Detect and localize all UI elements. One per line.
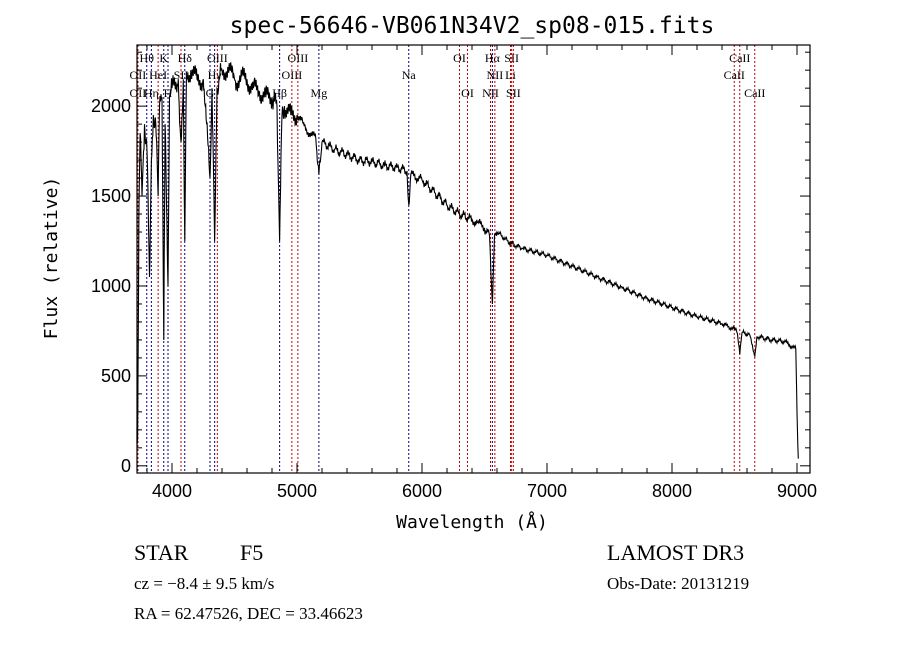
y-tick-label: 2000 bbox=[91, 96, 131, 116]
line-marker-label: OIII bbox=[207, 51, 228, 65]
plot-frame bbox=[136, 44, 811, 474]
redshift: cz = −8.4 ± 9.5 km/s bbox=[134, 574, 274, 593]
line-marker-label: NII bbox=[482, 86, 499, 100]
line-markers: OIIOIIHθHηHeIKHSIIHδGHγOIIIHβOIIIOIIIMgN… bbox=[130, 45, 765, 473]
survey-name: LAMOST DR3 bbox=[607, 540, 744, 565]
series-group bbox=[136, 62, 799, 459]
line-marker-label: OI bbox=[461, 86, 474, 100]
spectrum-line bbox=[136, 62, 799, 459]
x-axis-label: Wavelength (Å) bbox=[396, 511, 548, 533]
x-tick-label: 8000 bbox=[652, 481, 692, 501]
y-tick-label: 0 bbox=[121, 456, 131, 476]
x-tick-label: 5000 bbox=[277, 481, 317, 501]
line-marker-label: OIII bbox=[282, 68, 303, 82]
line-marker-label: H bbox=[164, 86, 173, 100]
line-marker-label: CaII bbox=[724, 68, 745, 82]
line-marker-label: OI bbox=[453, 51, 466, 65]
line-marker-label: K bbox=[159, 51, 168, 65]
line-marker-label: CaII bbox=[729, 51, 750, 65]
line-marker-label: Hα bbox=[485, 51, 501, 65]
line-marker-label: OIII bbox=[288, 51, 309, 65]
subclass: F5 bbox=[240, 540, 263, 565]
y-tick-label: 1000 bbox=[91, 276, 131, 296]
x-tick-label: 4000 bbox=[152, 481, 192, 501]
chart-title: spec-56646-VB061N34V2_sp08-015.fits bbox=[230, 13, 715, 39]
line-marker-label: HeI bbox=[149, 68, 167, 82]
line-marker-label: OII bbox=[130, 86, 147, 100]
line-marker-label: Na bbox=[402, 68, 417, 82]
x-tick-label: 9000 bbox=[777, 481, 817, 501]
y-axis-label: Flux (relative) bbox=[41, 177, 62, 340]
line-marker-label: Li bbox=[505, 68, 516, 82]
line-marker-label: Hδ bbox=[178, 51, 193, 65]
coordinates: RA = 62.47526, DEC = 33.46623 bbox=[134, 604, 363, 623]
line-marker-label: Hη bbox=[144, 86, 159, 100]
x-tick-label: 7000 bbox=[527, 481, 567, 501]
x-tick-label: 6000 bbox=[402, 481, 442, 501]
line-marker-label: G bbox=[206, 86, 215, 100]
line-marker-label: Hθ bbox=[140, 51, 155, 65]
line-marker-label: NII bbox=[487, 68, 504, 82]
y-tick-label: 500 bbox=[101, 366, 131, 386]
line-marker-label: SII bbox=[504, 51, 519, 65]
y-tick-label: 1500 bbox=[91, 186, 131, 206]
obs-date: Obs-Date: 20131219 bbox=[607, 574, 749, 593]
line-marker-label: Mg bbox=[311, 86, 328, 100]
object-class: STAR bbox=[134, 540, 189, 565]
line-marker-label: SII bbox=[506, 86, 521, 100]
line-marker-label: CaII bbox=[744, 86, 765, 100]
axis-ticks: 4000 5000 6000 7000 8000 9000 0 500 1000 1500 2000 bbox=[91, 45, 817, 501]
